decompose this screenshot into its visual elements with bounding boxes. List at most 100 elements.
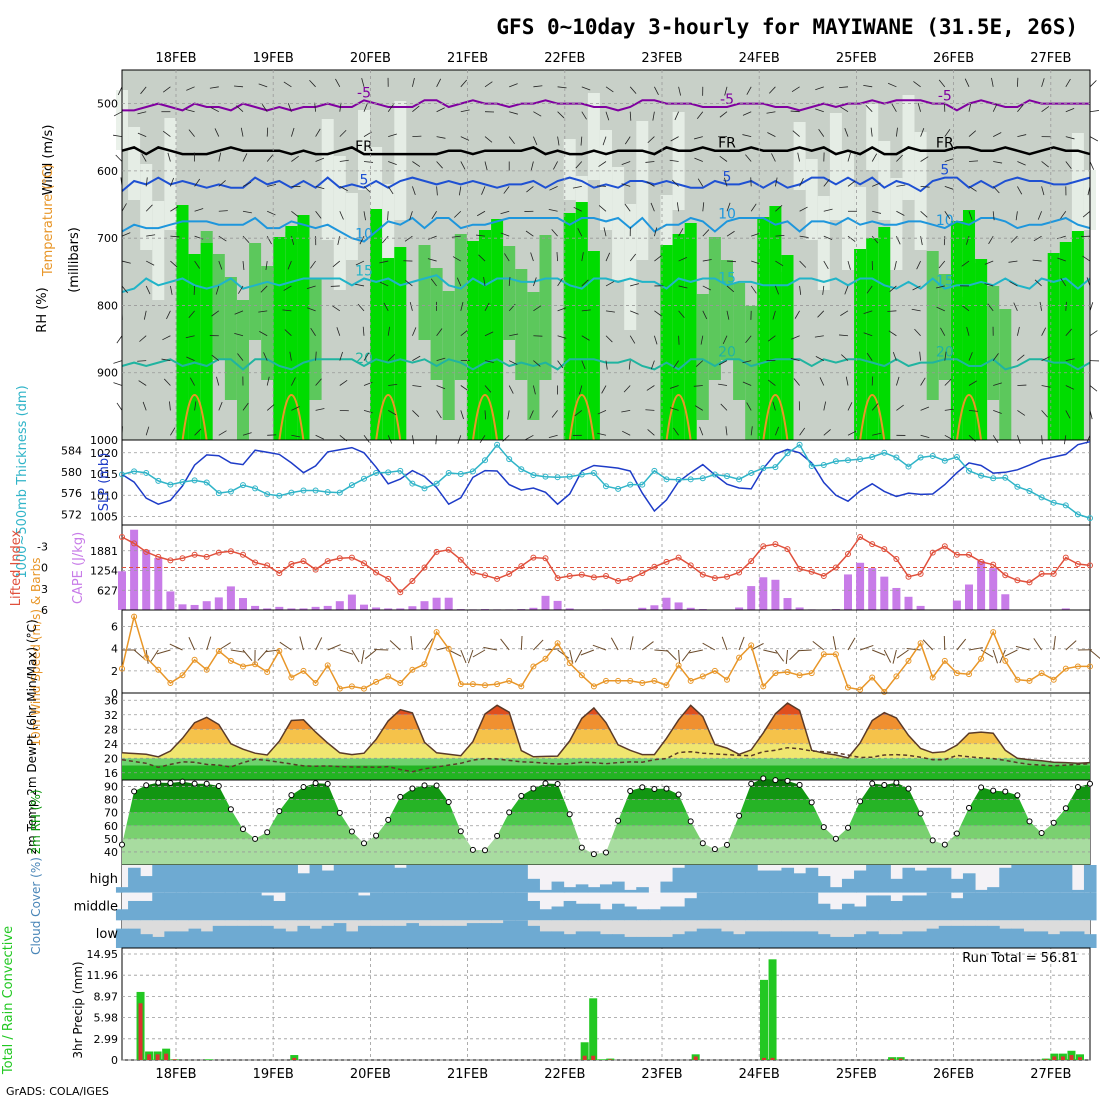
wind-barb xyxy=(1032,259,1042,262)
wind-barb xyxy=(920,406,930,411)
wind-barb xyxy=(436,385,446,390)
wind-barb xyxy=(767,379,776,386)
wind-barb xyxy=(914,328,921,337)
cloud-fill xyxy=(684,931,698,948)
rh-band xyxy=(122,786,1090,800)
thickness-point xyxy=(687,476,694,483)
wind-barb xyxy=(815,108,824,113)
wind-barb xyxy=(117,86,123,96)
wind-barb-10m xyxy=(279,641,292,651)
cloud-fill xyxy=(1023,892,1037,921)
wind-barb xyxy=(790,110,800,113)
isotherm-label: 15 xyxy=(936,274,954,290)
lifted-index-point xyxy=(893,556,900,562)
wind-barb xyxy=(993,382,1002,386)
wind-barb xyxy=(605,111,610,121)
wind-barb xyxy=(944,351,947,361)
wind-barb xyxy=(1089,330,1098,337)
isotherm-line xyxy=(122,99,1090,112)
cape-bar xyxy=(541,595,550,610)
rh-patch-mid xyxy=(987,286,1000,400)
y-tick-label: 1010 xyxy=(90,489,118,502)
wind-barb-10m xyxy=(738,636,745,651)
wind-barb xyxy=(790,358,800,362)
wind-barb xyxy=(260,285,268,293)
rh-point xyxy=(566,811,573,818)
rh-point xyxy=(361,840,367,847)
cloud-fill xyxy=(769,892,782,921)
lifted-index-point xyxy=(687,562,694,569)
wind-barb xyxy=(865,104,873,112)
wind-speed-point xyxy=(663,682,670,689)
lifted-index-point xyxy=(966,551,972,558)
y-axis-label-li: Lifted Index xyxy=(9,529,24,606)
lifted-index-point xyxy=(990,561,997,568)
wind-speed-point xyxy=(324,662,331,669)
wind-barb-10m xyxy=(460,649,467,664)
wind-barb xyxy=(840,106,849,113)
wind-barb xyxy=(603,227,607,237)
wind-barb-10m xyxy=(299,636,304,651)
cloud-fill xyxy=(962,892,976,921)
wind-barb-10m xyxy=(500,638,510,651)
slp-line xyxy=(121,440,1091,513)
wind-barb-10m xyxy=(351,649,360,663)
wind-barb xyxy=(242,153,248,162)
wind-barb xyxy=(194,401,197,411)
cloud-fill xyxy=(708,865,722,893)
wind-barb xyxy=(1041,385,1051,388)
cloud-fill xyxy=(503,865,516,893)
lifted-index-point xyxy=(457,556,464,563)
wind-barb-10m xyxy=(721,636,728,651)
rh-patch-green xyxy=(854,249,867,440)
thickness-point xyxy=(530,472,537,479)
lifted-index-point xyxy=(1062,554,1069,561)
wind-barb-10m xyxy=(410,636,413,651)
cloud-fill xyxy=(164,931,177,948)
cape-bar xyxy=(275,606,284,610)
wind-barb xyxy=(483,276,486,287)
wind-barb xyxy=(968,410,978,412)
wind-barb xyxy=(992,435,999,444)
cloud-fill xyxy=(817,876,831,893)
rh-point xyxy=(421,782,428,789)
cape-bar xyxy=(747,586,756,610)
wind-barb-10m xyxy=(472,649,486,658)
wind-barb xyxy=(240,127,244,137)
rh-patch-green xyxy=(176,205,189,440)
wind-barb xyxy=(189,377,195,386)
wind-barb xyxy=(548,434,558,439)
cloud-fill xyxy=(128,900,141,921)
lifted-index-point xyxy=(760,543,767,550)
wind-barb xyxy=(745,335,752,343)
cloud-fill xyxy=(708,892,722,921)
wind-barb xyxy=(815,356,824,361)
y-axis-label-precip: 3hr Precip (mm) xyxy=(71,961,85,1058)
wind-barb xyxy=(602,136,607,146)
y-tick-label: 900 xyxy=(97,367,118,380)
convective-bar xyxy=(147,1054,152,1060)
cloud-fill xyxy=(587,887,601,893)
wind-barb xyxy=(533,360,541,367)
wind-barb xyxy=(454,210,462,218)
convective-bar xyxy=(770,1057,775,1060)
cloud-fill xyxy=(841,936,855,948)
wind-barb xyxy=(652,111,655,121)
cape-bar xyxy=(735,607,744,610)
thickness-point xyxy=(385,469,392,476)
wind-barb xyxy=(847,260,851,270)
warm-contour xyxy=(181,394,208,441)
warm-contour xyxy=(472,394,498,441)
wind-speed-point xyxy=(385,673,392,680)
wind-speed-point xyxy=(772,670,779,677)
wind-speed-point xyxy=(578,672,585,679)
wind-barb xyxy=(291,377,296,386)
y-tick-label: 2 xyxy=(111,665,118,678)
cloud-fill xyxy=(527,878,540,893)
cloud-fill xyxy=(793,873,807,893)
wind-barb xyxy=(702,259,712,262)
date-label-bottom: 19FEB xyxy=(253,1067,294,1082)
wind-barb xyxy=(751,232,760,237)
wind-barb xyxy=(113,134,123,137)
thickness-point xyxy=(893,454,900,461)
